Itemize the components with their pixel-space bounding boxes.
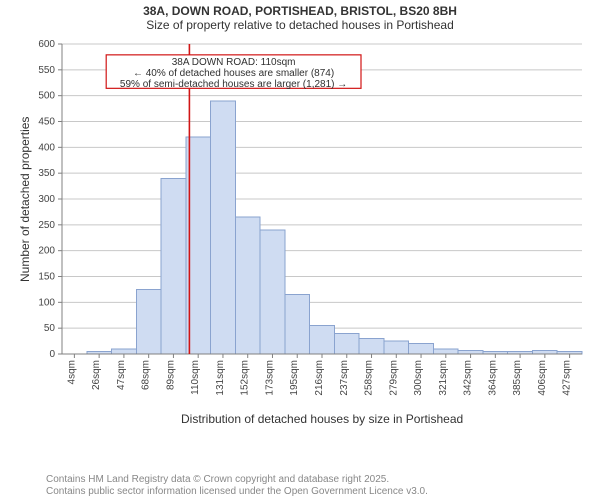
x-tick-label: 68sqm: [141, 360, 152, 390]
histogram-bar: [235, 217, 260, 354]
x-tick-label: 152sqm: [240, 360, 251, 396]
histogram-bar: [458, 350, 483, 354]
x-tick-label: 258sqm: [364, 360, 375, 396]
x-tick-label: 427sqm: [562, 360, 573, 396]
histogram-bar: [112, 349, 137, 354]
footer-line-2: Contains public sector information licen…: [46, 486, 600, 498]
x-tick-label: 216sqm: [314, 360, 325, 396]
histogram-bar: [409, 344, 434, 354]
x-tick-label: 364sqm: [487, 360, 498, 396]
chart-svg: 0501001502002503003504004505005506004sqm…: [62, 44, 582, 410]
histogram-bar: [433, 349, 458, 354]
histogram-bar: [260, 230, 285, 354]
x-tick-label: 406sqm: [537, 360, 548, 396]
annotation-line: 59% of semi-detached houses are larger (…: [120, 79, 347, 90]
footer-line-1: Contains HM Land Registry data © Crown c…: [46, 474, 600, 486]
histogram-bar: [211, 101, 236, 354]
y-tick-label: 550: [38, 65, 55, 76]
histogram-bar: [384, 341, 409, 354]
x-tick-label: 89sqm: [165, 360, 176, 390]
y-tick-label: 400: [38, 142, 55, 153]
attribution-footer: Contains HM Land Registry data © Crown c…: [46, 474, 600, 497]
y-tick-label: 50: [44, 323, 56, 334]
x-tick-label: 342sqm: [463, 360, 474, 396]
y-tick-label: 500: [38, 91, 55, 102]
x-tick-label: 279sqm: [388, 360, 399, 396]
x-tick-label: 131sqm: [215, 360, 226, 396]
annotation-line: ← 40% of detached houses are smaller (87…: [133, 68, 334, 79]
x-tick-label: 173sqm: [264, 360, 275, 396]
x-axis-label: Distribution of detached houses by size …: [181, 412, 463, 426]
x-tick-label: 26sqm: [91, 360, 102, 390]
histogram-bar: [136, 289, 161, 354]
y-tick-label: 600: [38, 39, 55, 50]
y-tick-label: 100: [38, 297, 55, 308]
x-tick-label: 47sqm: [116, 360, 127, 390]
y-tick-label: 300: [38, 194, 55, 205]
chart-wrap: 38A, DOWN ROAD, PORTISHEAD, BRISTOL, BS2…: [0, 0, 600, 500]
x-tick-label: 300sqm: [413, 360, 424, 396]
x-tick-label: 195sqm: [289, 360, 300, 396]
plot-area: 0501001502002503003504004505005506004sqm…: [62, 44, 582, 410]
x-tick-label: 385sqm: [512, 360, 523, 396]
x-tick-label: 4sqm: [66, 360, 77, 384]
x-tick-label: 321sqm: [438, 360, 449, 396]
histogram-bar: [359, 339, 384, 355]
y-tick-label: 350: [38, 168, 55, 179]
y-tick-label: 250: [38, 220, 55, 231]
x-tick-label: 237sqm: [339, 360, 350, 396]
histogram-bar: [532, 350, 557, 354]
histogram-bar: [161, 178, 186, 354]
x-tick-label: 110sqm: [190, 360, 201, 395]
histogram-bar: [310, 326, 335, 354]
y-tick-label: 0: [49, 349, 55, 360]
title-line-1: 38A, DOWN ROAD, PORTISHEAD, BRISTOL, BS2…: [0, 0, 600, 19]
y-tick-label: 200: [38, 246, 55, 257]
y-tick-label: 150: [38, 272, 55, 283]
title-line-2: Size of property relative to detached ho…: [0, 19, 600, 33]
y-tick-label: 450: [38, 117, 55, 128]
histogram-bar: [285, 295, 310, 354]
y-axis-label: Number of detached properties: [18, 116, 32, 281]
annotation-line: 38A DOWN ROAD: 110sqm: [172, 57, 296, 68]
histogram-bar: [334, 333, 359, 354]
